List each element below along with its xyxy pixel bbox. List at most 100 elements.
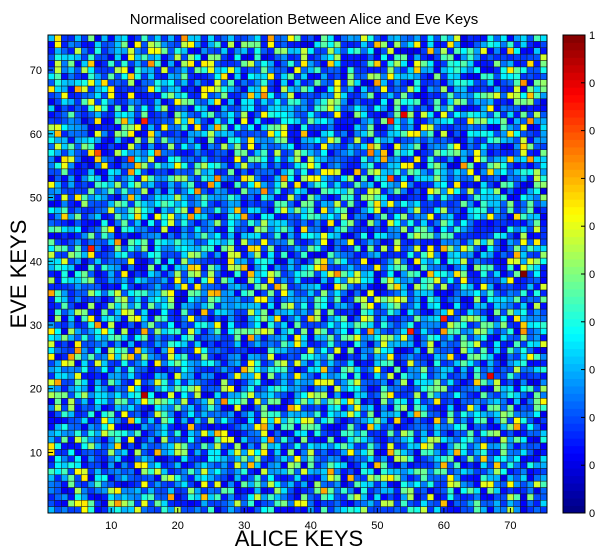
heatmap-cell — [313, 327, 322, 335]
heatmap-cell — [47, 117, 55, 125]
heatmap-cell — [61, 423, 69, 431]
heatmap-cell — [340, 168, 348, 176]
heatmap-cell — [540, 315, 548, 323]
heatmap-cell — [180, 283, 188, 291]
heatmap-cell — [513, 442, 521, 450]
heatmap-cell — [307, 436, 315, 444]
heatmap-cell — [120, 136, 129, 144]
heatmap-cell — [194, 449, 202, 456]
heatmap-cell — [393, 359, 401, 367]
heatmap-cell — [87, 194, 95, 201]
heatmap-cell — [254, 136, 262, 144]
heatmap-cell — [114, 423, 122, 431]
heatmap-cell — [220, 378, 228, 386]
heatmap-cell — [267, 181, 275, 189]
heatmap-cell — [540, 442, 548, 450]
heatmap-cell — [300, 155, 308, 163]
heatmap-cell — [260, 429, 268, 437]
heatmap-cell — [114, 200, 122, 208]
heatmap-cell — [107, 289, 115, 297]
heatmap-cell — [380, 245, 388, 252]
heatmap-cell — [333, 194, 341, 201]
heatmap-cell — [480, 155, 488, 163]
heatmap-cell — [74, 117, 82, 125]
heatmap-cell — [513, 187, 521, 195]
heatmap-cell — [107, 302, 115, 310]
heatmap-cell — [333, 480, 341, 488]
heatmap-cell — [347, 130, 355, 138]
heatmap-cell — [426, 174, 435, 182]
heatmap-cell — [480, 194, 488, 201]
heatmap-cell — [114, 461, 122, 469]
heatmap-cell — [207, 449, 215, 456]
heatmap-cell — [187, 334, 195, 342]
heatmap-cell — [426, 117, 435, 125]
heatmap-cell — [54, 149, 62, 157]
heatmap-cell — [160, 136, 169, 144]
heatmap-cell — [380, 257, 388, 265]
heatmap-cell — [353, 149, 361, 157]
heatmap-cell — [393, 455, 401, 463]
heatmap-cell — [300, 385, 308, 393]
heatmap-cell — [67, 213, 75, 221]
heatmap-cell — [134, 117, 142, 125]
heatmap-cell — [473, 111, 481, 119]
heatmap-cell — [380, 429, 388, 437]
heatmap-cell — [407, 251, 415, 259]
heatmap-cell — [194, 347, 202, 354]
heatmap-cell — [500, 232, 508, 240]
heatmap-cell — [287, 168, 295, 176]
heatmap-cell — [473, 92, 481, 99]
heatmap-cell — [154, 200, 162, 208]
heatmap-cell — [440, 442, 448, 450]
heatmap-cell — [380, 251, 388, 259]
heatmap-cell — [420, 111, 428, 119]
heatmap-cell — [407, 181, 415, 189]
heatmap-cell — [180, 251, 188, 259]
heatmap-cell — [54, 206, 62, 214]
heatmap-cell — [154, 474, 162, 482]
heatmap-cell — [446, 340, 455, 348]
heatmap-cell — [260, 162, 268, 170]
heatmap-cell — [194, 98, 202, 106]
heatmap-cell — [107, 410, 115, 418]
heatmap-cell — [413, 321, 421, 329]
heatmap-cell — [327, 385, 335, 393]
heatmap-cell — [360, 308, 368, 316]
heatmap-cell — [520, 308, 528, 316]
heatmap-cell — [107, 334, 115, 342]
heatmap-cell — [313, 270, 322, 278]
heatmap-cell — [160, 162, 169, 170]
heatmap-cell — [433, 398, 441, 405]
heatmap-cell — [347, 308, 355, 316]
heatmap-cell — [120, 130, 129, 138]
heatmap-cell — [500, 194, 508, 201]
heatmap-cell — [280, 187, 288, 195]
heatmap-cell — [420, 480, 428, 488]
heatmap-cell — [154, 162, 162, 170]
heatmap-cell — [147, 340, 155, 348]
heatmap-cell — [513, 353, 521, 361]
heatmap-cell — [340, 372, 348, 380]
heatmap-cell — [307, 168, 315, 176]
heatmap-cell — [373, 136, 381, 144]
heatmap-cell — [47, 391, 55, 399]
heatmap-cell — [54, 111, 62, 119]
heatmap-cell — [247, 429, 255, 437]
heatmap-cell — [254, 117, 262, 125]
heatmap-cell — [54, 187, 62, 195]
heatmap-cell — [393, 347, 401, 354]
heatmap-cell — [194, 168, 202, 176]
heatmap-cell — [340, 461, 348, 469]
heatmap-cell — [280, 480, 288, 488]
heatmap-cell — [207, 245, 215, 252]
heatmap-cell — [340, 117, 348, 125]
heatmap-cell — [147, 296, 155, 303]
heatmap-cell — [293, 334, 302, 342]
heatmap-cell — [280, 245, 288, 252]
heatmap-cell — [254, 257, 262, 265]
heatmap-cell — [194, 506, 202, 514]
heatmap-cell — [540, 111, 548, 119]
heatmap-cell — [460, 232, 468, 240]
heatmap-cell — [333, 353, 341, 361]
